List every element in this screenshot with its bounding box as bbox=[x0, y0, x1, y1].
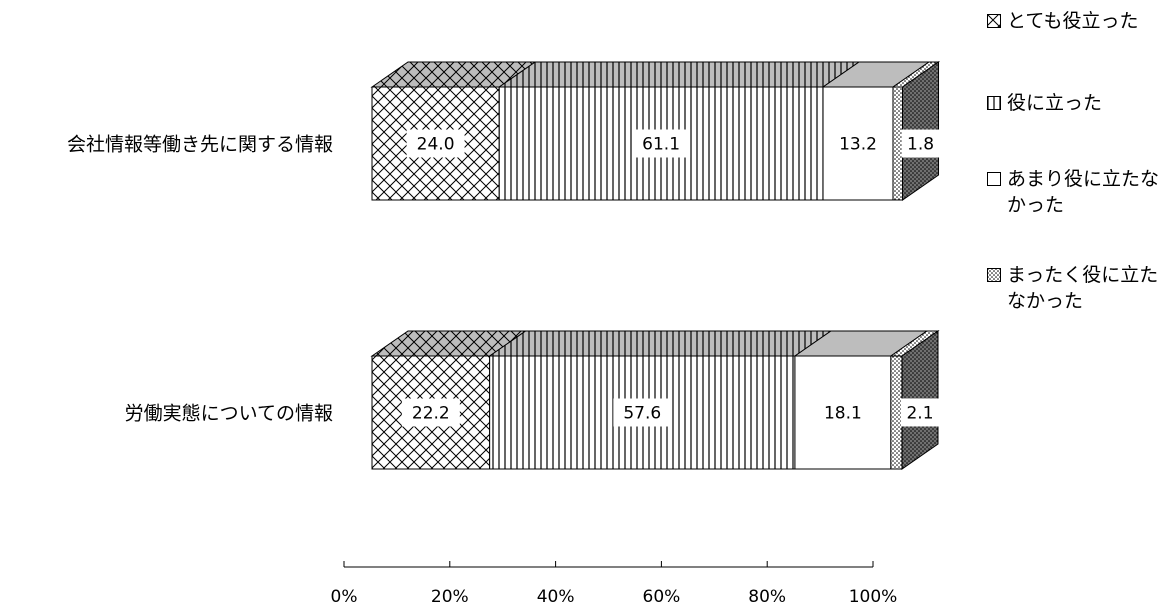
bars-layer: 24.0 61.1 13.2 1.8 22.2 57.6 18.1 2.1 bbox=[370, 61, 941, 470]
data-label: 24.0 bbox=[406, 129, 465, 158]
data-label: 1.8 bbox=[901, 129, 940, 158]
legend-item-useful: 役に立った bbox=[987, 90, 1102, 116]
data-label: 2.1 bbox=[901, 398, 939, 427]
vertical-lines-swatch-icon bbox=[987, 96, 1001, 110]
data-label-text: 24.0 bbox=[417, 135, 455, 155]
legend-item-not-very-useful: あまり役に立たな かった bbox=[987, 166, 1159, 218]
data-label-text: 2.1 bbox=[906, 404, 933, 424]
legend-label: まったく役に立た なかった bbox=[1007, 264, 1159, 312]
data-label: 13.2 bbox=[829, 129, 888, 158]
legend-item-not-useful-at-all: まったく役に立た なかった bbox=[987, 262, 1158, 314]
data-label: 61.1 bbox=[632, 129, 691, 158]
data-label-text: 18.1 bbox=[824, 404, 862, 424]
x-axis: 0% 20% 40% 60% 80% 100% bbox=[331, 561, 898, 607]
legend-item-very-useful: とても役立った bbox=[987, 8, 1138, 34]
category-label: 会社情報等働き先に関する情報 bbox=[67, 134, 333, 156]
legend-label: あまり役に立たな かった bbox=[1007, 168, 1160, 216]
legend-label: とても役立った bbox=[1007, 10, 1139, 32]
data-label-text: 61.1 bbox=[642, 135, 680, 155]
category-label: 労働実態についての情報 bbox=[125, 403, 333, 425]
crosshatch-swatch-icon bbox=[987, 14, 1001, 28]
legend-label: 役に立った bbox=[1007, 92, 1103, 114]
data-label-text: 1.8 bbox=[907, 135, 934, 155]
x-tick-label: 40% bbox=[537, 587, 575, 607]
data-label-text: 57.6 bbox=[623, 404, 661, 424]
data-label-text: 13.2 bbox=[839, 135, 877, 155]
data-label-text: 22.2 bbox=[412, 404, 450, 424]
dots-swatch-icon bbox=[987, 268, 1001, 282]
bar-group bbox=[370, 61, 941, 201]
bar-segment-not-useful-at-all bbox=[890, 355, 903, 470]
bar-segment-not-useful-at-all bbox=[892, 86, 904, 201]
data-label: 18.1 bbox=[813, 398, 872, 427]
white-swatch-icon bbox=[987, 172, 1001, 186]
x-tick-label: 20% bbox=[431, 587, 469, 607]
x-tick-label: 80% bbox=[748, 587, 786, 607]
x-tick-label: 60% bbox=[643, 587, 681, 607]
bar-top-useful bbox=[488, 330, 833, 357]
x-tick-label: 100% bbox=[849, 587, 898, 607]
data-label: 57.6 bbox=[613, 398, 672, 427]
data-label: 22.2 bbox=[401, 398, 460, 427]
x-tick-label: 0% bbox=[331, 587, 358, 607]
bar-top-useful bbox=[497, 61, 861, 88]
